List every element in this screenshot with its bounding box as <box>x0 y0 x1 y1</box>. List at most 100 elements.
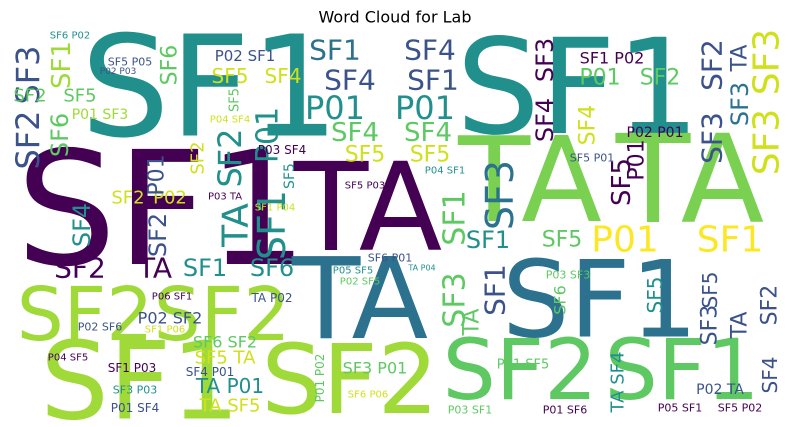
word: SF4 <box>758 357 782 394</box>
word: P03 TA <box>208 192 242 203</box>
word: P06 SF1 <box>152 292 192 303</box>
word: SF1 <box>438 190 473 245</box>
word: SF4 <box>68 203 96 247</box>
word: SF2 <box>696 39 729 91</box>
word: P03 SF3 <box>546 269 590 282</box>
word: TA P02 <box>251 291 293 305</box>
word: SF6 <box>46 113 74 157</box>
word: P01 <box>579 66 620 91</box>
word: P03 SF1 <box>448 404 492 417</box>
word: TA <box>137 252 172 285</box>
word: SF5 <box>542 228 583 253</box>
word: SF3 <box>696 112 729 164</box>
word: P01 <box>625 139 650 180</box>
plot-area <box>15 30 780 422</box>
word: SF1 P04 <box>255 203 295 214</box>
word: SF5 <box>410 143 451 168</box>
word: TA <box>216 203 257 248</box>
word: TA <box>457 111 602 249</box>
word: SF4 <box>531 98 559 142</box>
word: SF3 <box>9 45 47 104</box>
word: P04 SF5 <box>48 353 88 364</box>
word: TA SF5 <box>199 396 261 417</box>
word: SF2 <box>211 128 249 187</box>
word: P05 SF1 <box>658 402 702 415</box>
word: SF2 <box>111 188 144 209</box>
word: TA <box>293 137 443 279</box>
word: SF1 <box>466 226 510 254</box>
word: SF3 <box>478 160 522 230</box>
word: P04 SF1 <box>425 166 465 177</box>
word: P04 SF4 <box>210 115 250 126</box>
word: P02 SF6 <box>78 321 122 334</box>
word: P01 <box>591 220 659 261</box>
word: SF1 <box>81 7 339 170</box>
word: SF1 <box>250 190 294 260</box>
word: SF1 <box>47 41 77 89</box>
word: SF4 <box>324 64 376 97</box>
word: SF2 <box>54 252 106 285</box>
word: TA <box>460 309 485 337</box>
word: SF3 <box>698 305 723 346</box>
word: P02 SF2 <box>138 309 203 328</box>
word: SF1 <box>183 254 227 282</box>
word: SF5 P02 <box>718 402 762 415</box>
word: SF6 P01 <box>368 252 412 265</box>
word: SF2 <box>758 285 783 326</box>
word: SF3 <box>531 38 559 82</box>
word: SF5 <box>212 64 249 88</box>
word: SF3 <box>747 109 788 175</box>
word: SF1 <box>502 239 698 362</box>
word: P02 SF5 <box>340 277 380 288</box>
word: TA P01 <box>195 374 264 398</box>
word: SF5 <box>607 158 637 206</box>
word: TA SF4 <box>608 352 629 414</box>
word: P01 <box>395 89 455 127</box>
word: SF2 <box>144 213 172 257</box>
word: SF1 <box>456 11 700 165</box>
word: SF4 <box>576 105 601 146</box>
word: SF5 <box>698 272 722 309</box>
word: SF6 P02 <box>50 31 90 42</box>
word: TA P04 <box>407 264 435 273</box>
word: SF3 P03 <box>113 384 157 397</box>
word: P01 <box>145 154 170 195</box>
word: P02 TA <box>696 382 744 398</box>
word: P01 SF4 <box>111 401 159 415</box>
word: SF3 <box>726 82 754 126</box>
word: SF4 P01 <box>186 365 234 379</box>
word: SF3 P01 <box>343 359 408 378</box>
word: TA <box>728 45 753 73</box>
word: SF1 <box>40 320 239 427</box>
word: SF6 P06 <box>348 390 388 401</box>
word: SF6 <box>250 254 294 282</box>
word: SF1 P03 <box>108 361 156 375</box>
word: SF5 <box>228 88 243 112</box>
word: SF1 <box>604 321 759 419</box>
word: P02 P01 <box>627 125 684 141</box>
word: SF4 <box>404 118 452 148</box>
word: SF5 P01 <box>570 152 614 165</box>
word: P01 SF6 <box>543 404 587 417</box>
word: P02 P03 <box>100 67 137 77</box>
word: SF5 <box>282 163 298 189</box>
word: P02 SF1 <box>215 47 276 65</box>
word: SF1 <box>697 220 763 261</box>
word: SF1 <box>407 64 459 97</box>
word: P02 <box>153 188 187 209</box>
word: SF6 SF2 <box>193 333 257 352</box>
word: TA <box>291 235 428 365</box>
word: SF2 <box>17 272 154 358</box>
word: P01 <box>305 89 365 127</box>
word: P01 SF5 <box>497 358 550 373</box>
word: P05 SF5 <box>333 266 373 277</box>
word: TA <box>728 312 753 340</box>
word: SF2 <box>188 141 209 174</box>
word: SF5 P05 <box>108 56 152 69</box>
word: SF6 <box>158 45 183 86</box>
word: SF4 <box>265 64 302 88</box>
word: SF5 <box>63 86 96 107</box>
word: SF2 <box>640 66 681 91</box>
